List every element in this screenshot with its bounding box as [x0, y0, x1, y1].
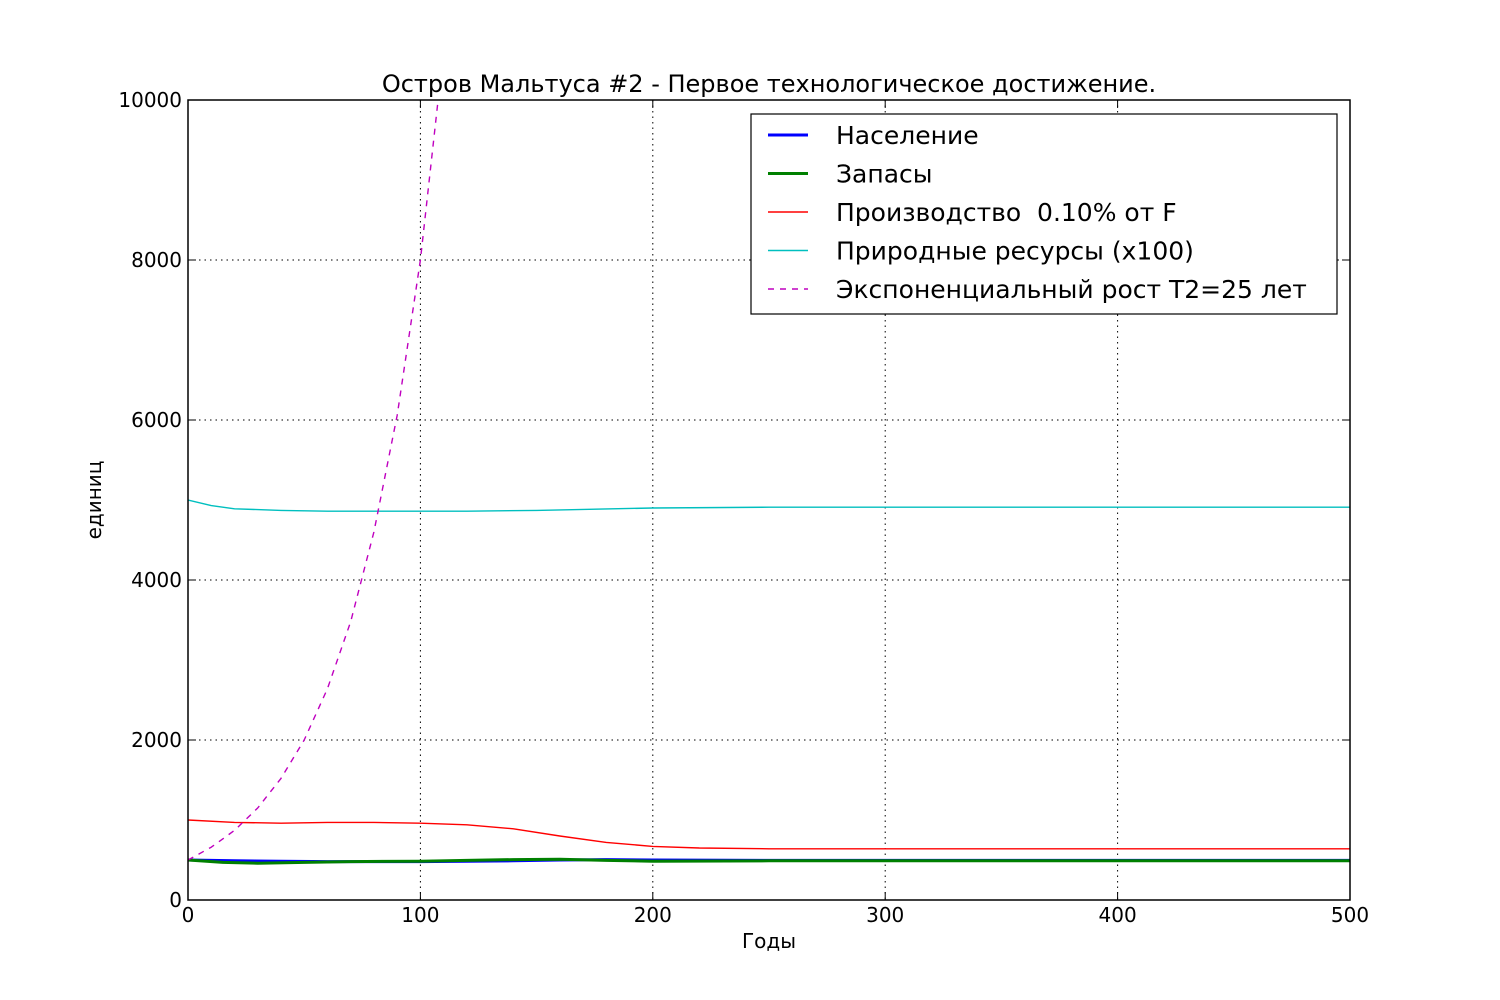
series-line-5 — [188, 100, 439, 861]
x-tick-label: 200 — [634, 903, 672, 927]
x-axis-label: Годы — [742, 929, 796, 953]
y-tick-label: 4000 — [131, 568, 182, 592]
series-lines — [188, 100, 1350, 865]
legend-label: Население — [836, 121, 979, 150]
legend-label: Экспоненциальный рост T2=25 лет — [836, 275, 1307, 304]
y-tick-label: 2000 — [131, 728, 182, 752]
x-tick-label: 300 — [866, 903, 904, 927]
series-line-3 — [188, 819, 1350, 850]
y-tick-label: 6000 — [131, 408, 182, 432]
y-tick-label: 0 — [169, 888, 182, 912]
y-tick-label: 10000 — [118, 88, 182, 112]
legend-label: Запасы — [836, 160, 933, 189]
x-tick-label: 0 — [182, 903, 195, 927]
legend-label: Природные ресурсы (x100) — [836, 237, 1194, 266]
y-tick-label: 8000 — [131, 248, 182, 272]
chart-title: Остров Мальтуса #2 - Первое технологичес… — [382, 70, 1156, 98]
x-tick-label: 400 — [1099, 903, 1137, 927]
plot-area-frame — [187, 99, 1351, 901]
x-tick-label: 100 — [401, 903, 439, 927]
axis-ticks: 0 100 200 300 400 500 0 2000 4000 6000 8000 10000 — [118, 88, 1369, 927]
x-tick-label: 500 — [1331, 903, 1369, 927]
legend-box — [750, 113, 1338, 315]
legend: Население Запасы Производство 0.10% от F Пр… — [750, 113, 1338, 315]
series-line-2 — [188, 857, 1350, 865]
y-axis-label: единиц — [82, 461, 106, 540]
legend-label: Производство 0.10% от F — [836, 198, 1177, 227]
series-line-4 — [188, 499, 1350, 512]
